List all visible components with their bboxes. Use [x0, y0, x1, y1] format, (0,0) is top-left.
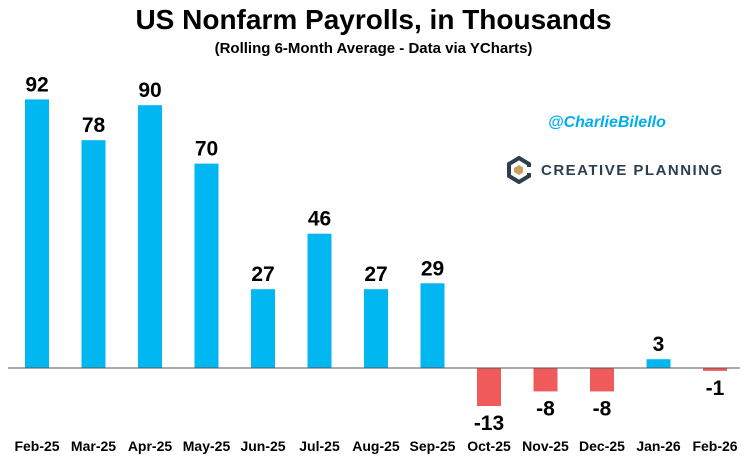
data-label: -13 — [474, 412, 504, 435]
author-handle: @CharlieBilello — [548, 114, 666, 131]
bar-oct-25 — [477, 368, 501, 406]
bar-apr-25 — [138, 105, 162, 368]
x-tick-label: Aug-25 — [352, 438, 400, 454]
data-label: -1 — [706, 377, 725, 400]
data-label: 90 — [138, 79, 161, 102]
bar-jul-25 — [307, 233, 332, 368]
bar-may-25 — [194, 163, 219, 368]
data-label: 29 — [421, 257, 444, 280]
bar-mar-25 — [81, 140, 106, 368]
x-tick-label: Feb-26 — [692, 438, 737, 454]
bar-jan-26 — [646, 359, 671, 368]
creative-planning-logo-icon — [507, 156, 531, 184]
x-tick-label: Mar-25 — [71, 438, 116, 454]
data-label: 3 — [653, 333, 665, 356]
chart-title: US Nonfarm Payrolls, in Thousands — [135, 4, 612, 35]
bar-nov-25 — [533, 368, 558, 392]
data-label: 70 — [195, 138, 218, 161]
bar-feb-26 — [703, 368, 727, 371]
x-tick-label: May-25 — [183, 438, 231, 454]
data-label: 27 — [364, 263, 387, 286]
brand-watermark: CREATIVE PLANNING — [505, 155, 724, 185]
x-tick-label: Jan-26 — [636, 438, 681, 454]
data-label: 27 — [251, 263, 274, 286]
data-label: -8 — [536, 397, 555, 420]
data-label: 92 — [25, 73, 48, 96]
x-tick-label: Oct-25 — [467, 438, 511, 454]
x-tick-label: Dec-25 — [579, 438, 625, 454]
x-tick-label: Jul-25 — [299, 438, 340, 454]
data-label: 46 — [308, 208, 331, 231]
bar-aug-25 — [364, 289, 388, 368]
brand-name: CREATIVE PLANNING — [541, 161, 724, 179]
x-tick-label: Apr-25 — [128, 438, 173, 454]
data-label: -8 — [593, 397, 612, 420]
bar-sep-25 — [420, 283, 445, 368]
x-tick-label: Sep-25 — [410, 438, 456, 454]
data-label: 78 — [82, 114, 106, 137]
x-tick-label: Jun-25 — [240, 438, 285, 454]
bar-feb-25 — [25, 99, 49, 369]
chart-subtitle: (Rolling 6-Month Average - Data via YCha… — [214, 40, 533, 57]
bar-jun-25 — [251, 289, 275, 368]
bar-dec-25 — [590, 368, 614, 392]
x-tick-label: Nov-25 — [522, 438, 569, 454]
x-tick-label: Feb-25 — [14, 438, 59, 454]
